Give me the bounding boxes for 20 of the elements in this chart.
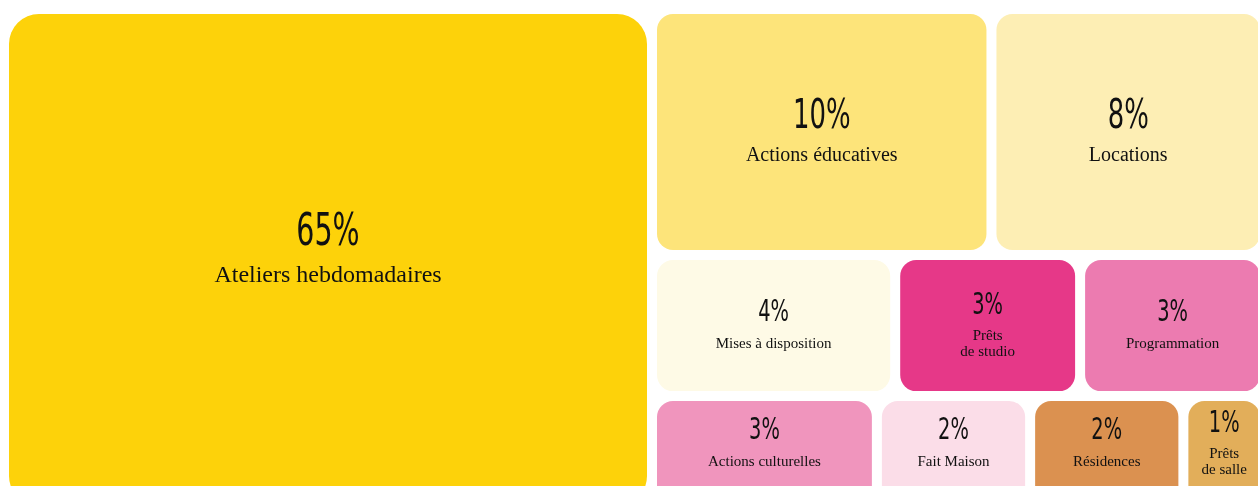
data-label: 2% <box>938 411 969 447</box>
category-label: Actions éducatives <box>745 142 898 165</box>
category-label: Fait Maison <box>917 453 991 470</box>
data-label: 4% <box>758 293 790 329</box>
category-label: Prêts de salle <box>1201 445 1248 477</box>
category-label: Locations <box>1088 142 1168 165</box>
data-label: 65% <box>296 203 360 256</box>
data-label: 2% <box>1091 411 1123 447</box>
category-label: Ateliers hebdomadaires <box>214 260 442 287</box>
data-label: 3% <box>1157 293 1188 329</box>
category-label: Prêts de studio <box>960 327 1015 359</box>
data-label: 3% <box>749 411 780 447</box>
data-label: 8% <box>1107 91 1149 138</box>
data-label: 3% <box>972 286 1004 321</box>
category-label: Mises à disposition <box>715 335 833 352</box>
category-label: Programmation <box>1125 335 1220 352</box>
data-label: 10% <box>792 91 851 138</box>
category-label: Résidences <box>1073 453 1141 470</box>
data-label: 1% <box>1208 404 1240 439</box>
category-label: Actions culturelles <box>708 453 822 470</box>
